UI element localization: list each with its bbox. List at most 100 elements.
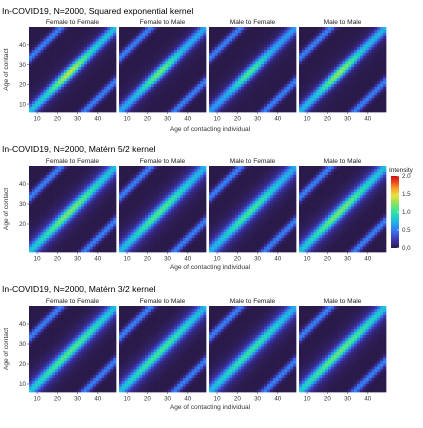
heatmap-cell (258, 27, 261, 30)
heatmap-cell (154, 58, 157, 61)
heatmap-cell (363, 92, 366, 95)
heatmap-cell (241, 84, 244, 87)
heatmap-cell (99, 81, 102, 84)
heatmap-cell (52, 106, 55, 109)
heatmap-cell (58, 109, 61, 112)
heatmap-cell (226, 58, 229, 61)
heatmap-cell (180, 78, 183, 81)
heatmap-cell (154, 61, 157, 64)
heatmap-cell (253, 70, 256, 73)
heatmap-cell (87, 95, 90, 98)
heatmap-cell (90, 109, 93, 112)
heatmap-cell (238, 61, 241, 64)
heatmap-cell (96, 81, 99, 84)
heatmap-cell (363, 38, 366, 41)
heatmap-cell (171, 89, 174, 92)
heatmap-cell (38, 78, 41, 81)
heatmap-cell (58, 47, 61, 50)
heatmap-cell (122, 106, 125, 109)
heatmap-cell (270, 47, 273, 50)
heatmap-cell (93, 70, 96, 73)
heatmap-cell (194, 109, 197, 112)
heatmap-cell (67, 195, 70, 198)
heatmap-cell (183, 58, 186, 61)
heatmap-cell (328, 36, 331, 39)
heatmap-cell (119, 220, 122, 223)
heatmap-cell (84, 81, 87, 84)
heatmap-cell (224, 38, 227, 41)
heatmap-cell (151, 47, 154, 50)
heatmap-cell (64, 175, 67, 178)
heatmap-cell (168, 58, 171, 61)
heatmap-cell (250, 33, 253, 36)
heatmap-cell (67, 50, 70, 53)
heatmap-cell (44, 106, 47, 109)
heatmap-cell (110, 89, 113, 92)
heatmap-cell (128, 101, 131, 104)
heatmap-cell (84, 92, 87, 95)
heatmap-cell (314, 30, 317, 33)
heatmap-cell (122, 58, 125, 61)
heatmap-cell (276, 101, 279, 104)
heatmap-cell (142, 238, 145, 241)
heatmap-cell (380, 27, 383, 30)
heatmap-cell (299, 81, 302, 84)
heatmap-cell (302, 38, 305, 41)
heatmap-cell (151, 220, 154, 223)
heatmap-cell (122, 203, 125, 206)
heatmap-cell (113, 70, 116, 73)
heatmap-cell (314, 44, 317, 47)
heatmap-cell (221, 70, 224, 73)
heatmap-cell (136, 238, 139, 241)
heatmap-cell (107, 169, 110, 172)
heatmap-cell (75, 183, 78, 186)
heatmap-cell (305, 61, 308, 64)
heatmap-cell (107, 206, 110, 209)
heatmap-cell (87, 189, 90, 192)
heatmap-cell (139, 229, 142, 232)
heatmap-cell (41, 27, 44, 30)
heatmap-cell (351, 53, 354, 56)
heatmap-cell (151, 192, 154, 195)
heatmap-cell (29, 195, 32, 198)
heatmap-cell (113, 192, 116, 195)
heatmap-cell (154, 209, 157, 212)
heatmap-cell (55, 70, 58, 73)
x-tick-label: 10 (124, 116, 131, 123)
heatmap-cell (110, 72, 113, 75)
heatmap-cell (293, 92, 296, 95)
heatmap-cell (107, 106, 110, 109)
heatmap-cell (154, 38, 157, 41)
heatmap-cell (247, 55, 250, 58)
heatmap-cell (276, 87, 279, 90)
heatmap-cell (343, 92, 346, 95)
heatmap-cell (139, 67, 142, 70)
heatmap-cell (212, 47, 215, 50)
heatmap-cell (81, 50, 84, 53)
heatmap-cell (374, 47, 377, 50)
heatmap-cell (197, 64, 200, 67)
heatmap-cell (160, 106, 163, 109)
heatmap-cell (157, 109, 160, 112)
heatmap-cell (49, 58, 52, 61)
heatmap-cell (96, 38, 99, 41)
heatmap-cell (58, 38, 61, 41)
heatmap-cell (104, 226, 107, 229)
heatmap-cell (354, 61, 357, 64)
heatmap-cell (183, 67, 186, 70)
heatmap-cell (363, 72, 366, 75)
heatmap-cell (261, 78, 264, 81)
heatmap-cell (78, 95, 81, 98)
heatmap-cell (340, 38, 343, 41)
heatmap-cell (290, 70, 293, 73)
heatmap-cell (273, 33, 276, 36)
heatmap-cell (282, 67, 285, 70)
heatmap-cell (293, 104, 296, 107)
heatmap-cell (38, 106, 41, 109)
heatmap-cell (374, 89, 377, 92)
heatmap-cell (163, 36, 166, 39)
heatmap-cell (357, 92, 360, 95)
heatmap-cell (221, 38, 224, 41)
heatmap-cell (125, 235, 128, 238)
heatmap-cell (163, 38, 166, 41)
